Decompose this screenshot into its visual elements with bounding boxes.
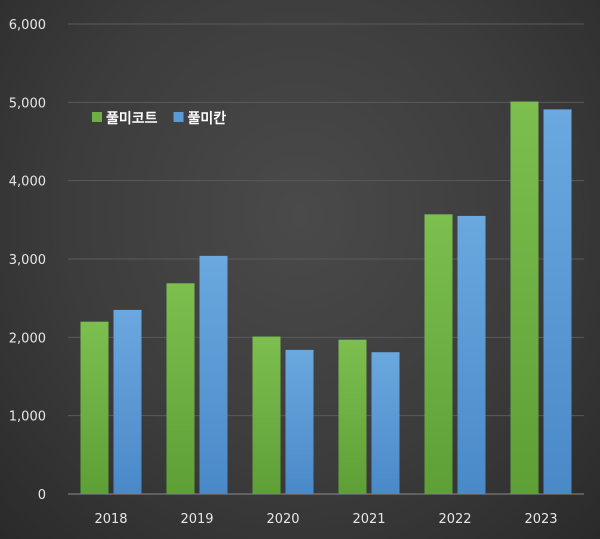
bar-series1-2021: [338, 339, 367, 494]
y-tick-label: 2,000: [9, 331, 46, 346]
bars: [80, 101, 572, 495]
y-tick-label: 0: [38, 488, 46, 503]
y-tick-label: 1,000: [9, 410, 46, 425]
bar-series1-2020: [252, 336, 281, 494]
legend-label: 풀미코트: [106, 111, 158, 127]
bar-series2-2023: [543, 109, 572, 494]
y-tick-label: 3,000: [9, 253, 46, 268]
bar-series1-2023: [510, 101, 539, 495]
legend-label: 풀미칸: [188, 110, 227, 127]
y-tick-label: 5,000: [9, 96, 46, 111]
legend-swatch: [92, 112, 102, 122]
x-axis-ticks: 2018 2019 2020 2021 2022 2023: [94, 512, 557, 527]
bar-series2-2022: [457, 215, 486, 494]
legend: 풀미코트 풀미칸: [92, 110, 226, 127]
bar-series2-2021: [371, 352, 400, 494]
y-tick-label: 4,000: [9, 175, 46, 190]
bar-series1-2018: [80, 321, 109, 494]
bar-series1-2019: [166, 283, 195, 494]
x-tick-label: 2021: [352, 512, 385, 527]
bar-series2-2019: [199, 255, 228, 494]
x-tick-label: 2022: [438, 512, 471, 527]
y-tick-label: 6,000: [9, 18, 46, 33]
x-tick-label: 2019: [180, 512, 213, 527]
gridlines: [68, 23, 584, 495]
bar-series1-2022: [424, 214, 453, 494]
x-tick-label: 2018: [94, 512, 127, 527]
x-tick-label: 2023: [524, 512, 557, 527]
bar-series2-2018: [113, 309, 142, 494]
legend-swatch: [173, 112, 184, 122]
x-tick-label: 2020: [266, 512, 299, 527]
y-axis-ticks: 0 1,000 2,000 3,000 4,000 5,000 6,000: [9, 18, 46, 503]
bar-series2-2020: [285, 349, 314, 494]
